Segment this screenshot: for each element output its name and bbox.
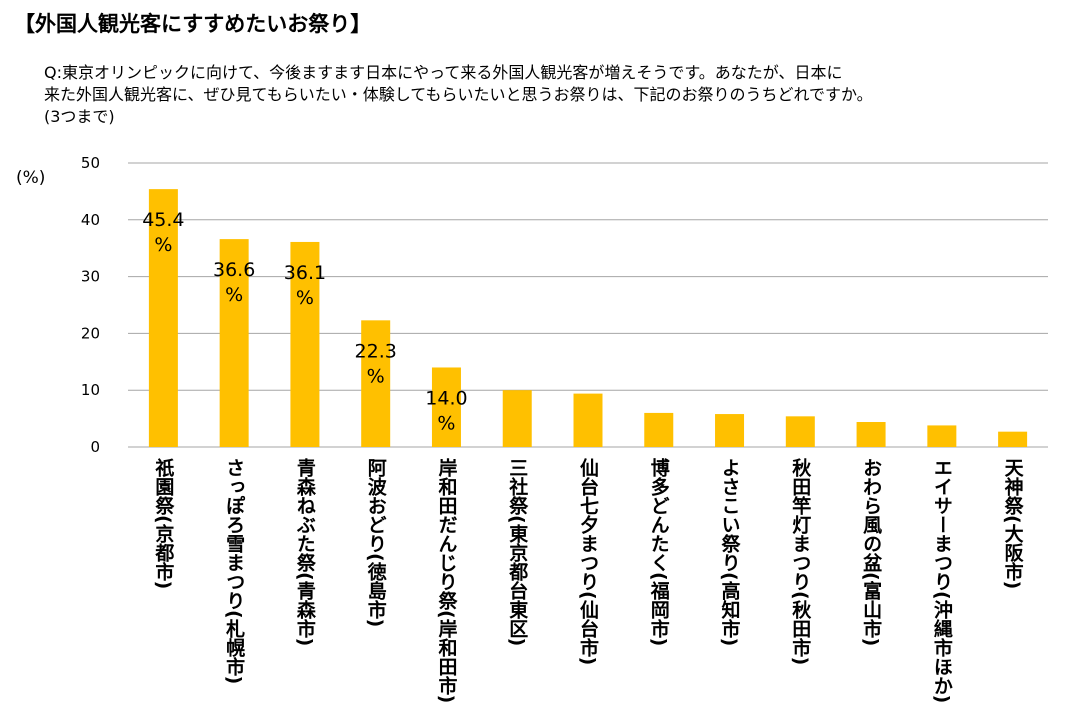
data-label-unit: % (154, 234, 172, 256)
data-labels: 45.4% 36.6% 36.1% 22.3% 14.0% (142, 209, 467, 434)
question-line: 来た外国人観光客に、ぜひ見てもらいたい・体験してもらいたいと思うお祭りは、下記の… (44, 85, 873, 104)
question-text: Q:東京オリンピックに向けて、今後ますます日本にやって来る外国人観光客が増えそう… (44, 62, 1074, 128)
bar (573, 393, 603, 447)
category-labels: 祇園祭(京都市) さっぽろ雪まつり(札幌市) 青森ねぶた祭(青森市) 阿波おどり(徳島… (152, 457, 1024, 704)
data-label-value: 45.4 (142, 209, 184, 231)
y-axis-ticks: 0 10 20 30 40 50 (81, 154, 100, 456)
question-line: (3つまで) (44, 107, 115, 126)
x-category-label: 三社祭(東京都台東区) (506, 458, 529, 646)
data-label-unit: % (225, 284, 243, 306)
data-label-value: 14.0 (425, 387, 467, 409)
x-category-label: よさこい祭り(高知市) (719, 458, 742, 646)
chart-title: 【外国人観光客にすすめたいお祭り】 (14, 12, 372, 36)
x-category-label: 阿波おどり(徳島市) (365, 458, 388, 628)
bar (644, 412, 674, 447)
bar (431, 367, 461, 447)
y-tick-label: 20 (81, 324, 100, 342)
x-category-label: 秋田竿灯まつり(秋田市) (789, 457, 811, 666)
y-tick-label: 10 (81, 381, 100, 399)
data-label-unit: % (437, 412, 455, 434)
data-label-value: 36.1 (284, 262, 326, 284)
bar (290, 241, 320, 447)
x-category-label: 岸和田だんじり祭(岸和田市) (435, 458, 458, 704)
bar (502, 390, 532, 447)
bar (927, 425, 957, 447)
bar (715, 414, 745, 447)
y-tick-label: 40 (81, 211, 100, 229)
data-label-unit: % (296, 287, 314, 309)
x-category-label: 天神祭(大阪市) (1002, 458, 1025, 589)
y-tick-label: 30 (81, 268, 100, 286)
bar (785, 416, 815, 447)
bar (856, 422, 886, 447)
y-axis-unit-label: (%) (16, 168, 45, 188)
x-category-label: エイサーまつり(沖縄市ほか) (931, 458, 953, 703)
bar (148, 189, 178, 448)
x-category-label: 仙台七夕まつり(仙台市) (577, 457, 599, 666)
bar (361, 320, 391, 447)
bar (998, 431, 1028, 447)
data-label-value: 36.6 (213, 259, 255, 281)
question-line: Q:東京オリンピックに向けて、今後ますます日本にやって来る外国人観光客が増えそう… (44, 63, 843, 82)
x-category-label: 博多どんたく(福岡市) (648, 457, 671, 647)
y-tick-label: 50 (81, 154, 100, 172)
data-label-unit: % (367, 365, 385, 387)
bar (219, 239, 249, 447)
data-label-value: 22.3 (355, 340, 397, 362)
x-category-label: さっぽろ雪まつり(札幌市) (223, 458, 246, 685)
x-category-label: おわら風の盆(富山市) (860, 458, 883, 647)
y-tick-label: 0 (90, 438, 100, 456)
x-category-label: 祇園祭(京都市) (152, 457, 175, 590)
x-category-label: 青森ねぶた祭(青森市) (294, 458, 317, 647)
bars (148, 189, 1028, 448)
